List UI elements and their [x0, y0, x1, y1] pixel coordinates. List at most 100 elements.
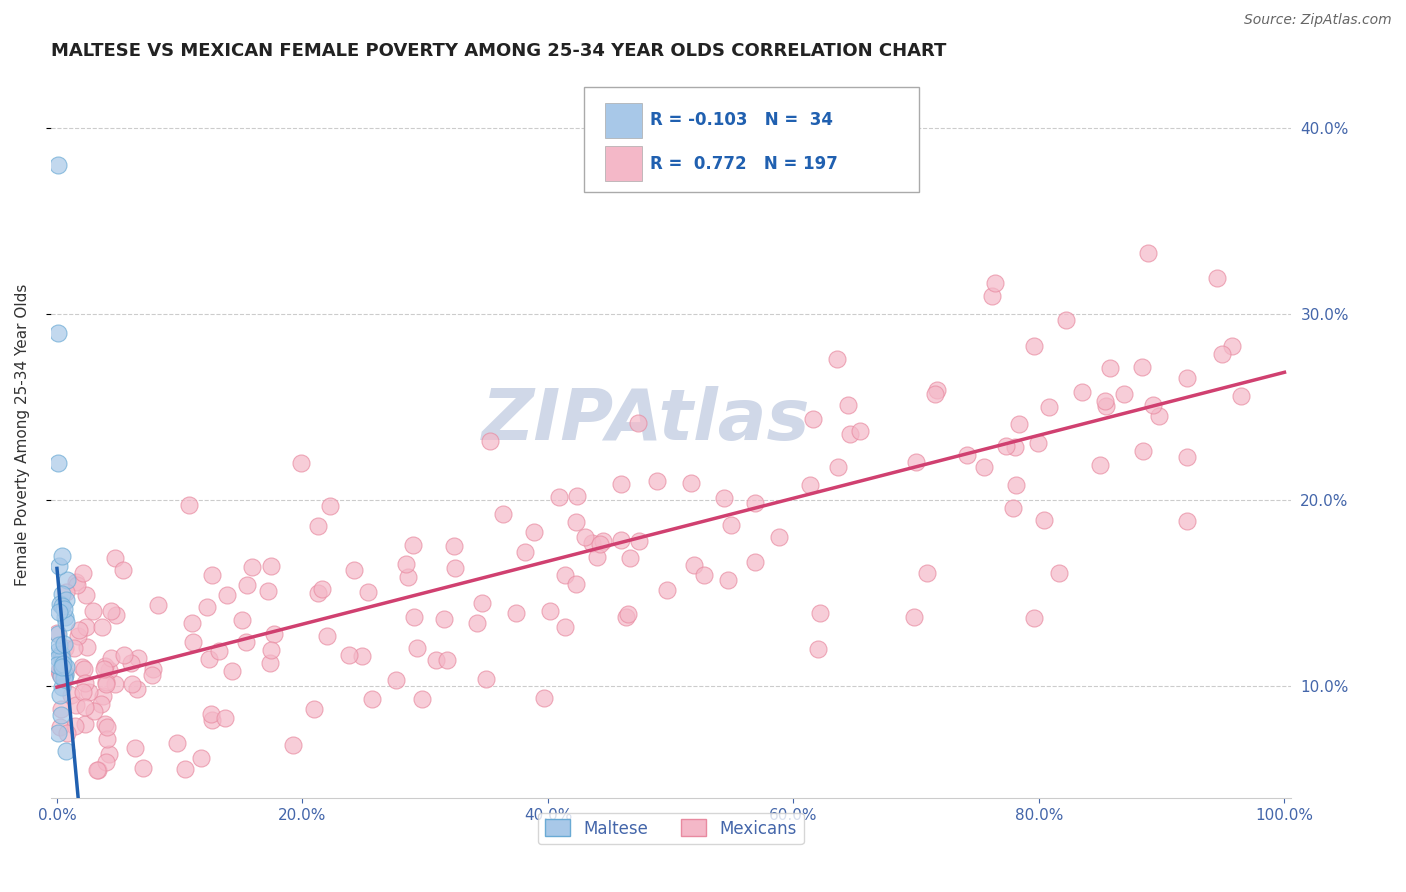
Point [235, 635, 257, 649]
Point [492, 507, 515, 521]
Point [1026, 436, 1049, 450]
Point [433, 612, 456, 626]
Point [65, 719, 87, 733]
Point [356, 584, 378, 599]
Point [93, 659, 115, 673]
Point [467, 615, 489, 630]
Point [401, 538, 423, 552]
Point [55, 744, 77, 758]
Point [713, 491, 735, 505]
Point [981, 289, 1004, 303]
Point [585, 550, 607, 565]
Point [51, 707, 73, 722]
Point [1008, 417, 1031, 432]
Point [55, 585, 77, 599]
Point [240, 559, 263, 574]
Point [1022, 611, 1045, 625]
Point [124, 741, 146, 756]
Point [48, 638, 70, 652]
Point [52, 602, 75, 616]
Point [51, 587, 73, 601]
Point [55, 660, 77, 674]
Point [1038, 400, 1060, 414]
Point [76, 640, 98, 654]
Point [132, 761, 155, 775]
Point [1070, 384, 1092, 399]
Point [94, 677, 117, 691]
Point [86, 763, 108, 777]
Point [198, 652, 221, 666]
Point [1022, 339, 1045, 353]
Point [49, 667, 72, 681]
Point [903, 610, 925, 624]
Point [1230, 389, 1253, 403]
Point [179, 498, 201, 512]
Point [627, 416, 650, 430]
Point [849, 424, 872, 438]
Point [717, 573, 740, 587]
Point [617, 607, 640, 621]
Point [125, 681, 148, 696]
Point [1098, 360, 1121, 375]
Point [1175, 370, 1198, 384]
Point [67, 623, 90, 637]
Point [443, 539, 465, 553]
Text: ZIPAtlas: ZIPAtlas [482, 386, 810, 455]
Point [142, 662, 165, 676]
Point [478, 434, 501, 448]
Point [554, 568, 576, 582]
Point [1005, 478, 1028, 492]
Point [837, 398, 859, 412]
Point [93, 716, 115, 731]
Point [1149, 409, 1171, 424]
Point [682, 558, 704, 573]
Point [53, 665, 76, 680]
Point [318, 500, 340, 514]
Point [744, 496, 766, 510]
Point [973, 460, 995, 475]
Point [214, 711, 236, 725]
Point [1175, 450, 1198, 464]
Point [66, 578, 89, 592]
Point [146, 598, 169, 612]
Point [505, 606, 527, 620]
Point [720, 518, 742, 533]
Point [581, 535, 603, 549]
Point [645, 475, 668, 489]
Point [94, 675, 117, 690]
Point [917, 566, 939, 580]
Point [474, 672, 496, 686]
Point [51, 647, 73, 661]
Point [1090, 458, 1112, 473]
Point [904, 454, 927, 468]
Point [181, 635, 204, 649]
Point [838, 426, 860, 441]
Point [406, 641, 429, 656]
Y-axis label: Female Poverty Among 25-34 Year Olds: Female Poverty Among 25-34 Year Olds [15, 284, 30, 586]
Point [283, 738, 305, 752]
Text: MALTESE VS MEXICAN FEMALE POVERTY AMONG 25-34 YEAR OLDS CORRELATION CHART: MALTESE VS MEXICAN FEMALE POVERTY AMONG … [51, 42, 946, 60]
Point [825, 351, 848, 366]
Point [46, 658, 69, 673]
Point [200, 707, 222, 722]
Point [65, 698, 87, 712]
Point [87, 763, 110, 777]
Point [927, 383, 949, 397]
Point [693, 568, 716, 582]
Point [1032, 513, 1054, 527]
Point [111, 563, 134, 577]
Point [1205, 271, 1227, 285]
Point [104, 677, 127, 691]
Point [48, 559, 70, 574]
Point [1002, 500, 1025, 515]
Point [1177, 514, 1199, 528]
Point [1211, 346, 1233, 360]
Point [73, 662, 96, 676]
Point [217, 588, 239, 602]
Point [55, 573, 77, 587]
Point [46, 326, 69, 340]
Point [100, 651, 122, 665]
Point [384, 673, 406, 687]
Point [51, 599, 73, 614]
Point [46, 625, 69, 640]
